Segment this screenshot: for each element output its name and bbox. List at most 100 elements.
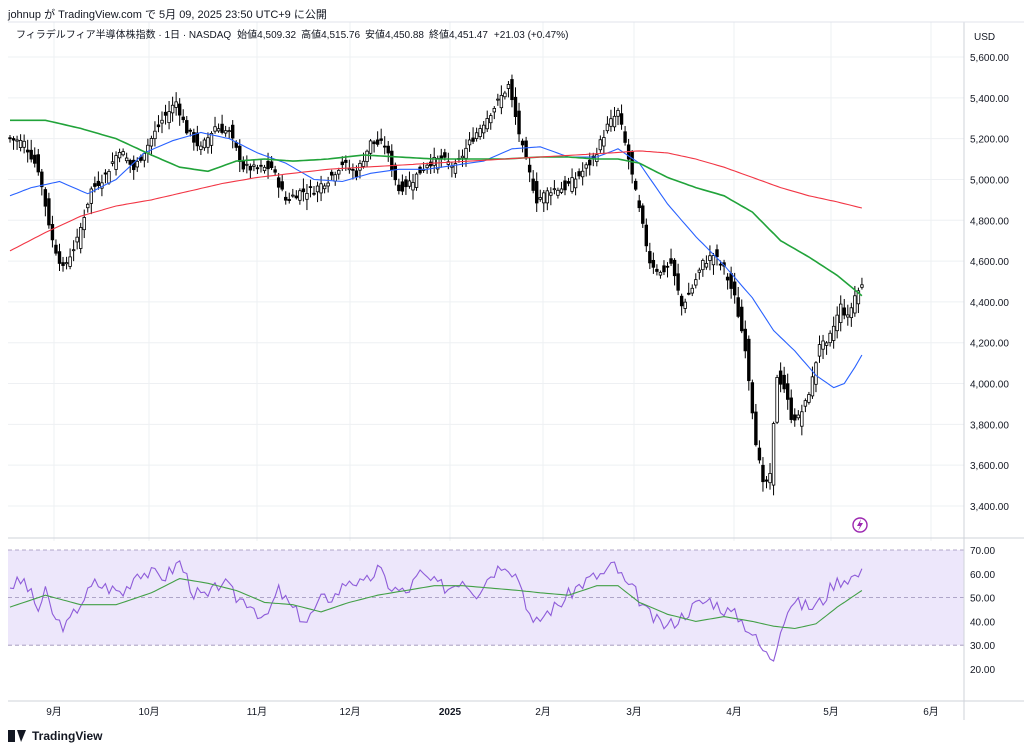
candle-body: [280, 181, 284, 190]
candle-body: [503, 92, 507, 98]
candle-body: [679, 295, 684, 307]
candle-body: [411, 182, 415, 191]
candle-body: [291, 194, 295, 197]
candle-body: [481, 124, 486, 134]
candle-body: [181, 116, 185, 121]
candle-body: [11, 138, 16, 141]
candle-body: [121, 151, 125, 156]
y-tick-label: 5,600.00: [970, 53, 1009, 64]
y-tick-label: 4,200.00: [970, 339, 1009, 350]
candle-body: [414, 173, 419, 188]
moving-averages: [9, 119, 863, 389]
candle-body: [860, 284, 864, 288]
candle-body: [354, 170, 359, 177]
candle-body: [520, 140, 525, 146]
candle-body: [358, 162, 362, 171]
candle-body: [231, 124, 235, 139]
rsi-grid: [8, 549, 964, 646]
candle-body: [206, 137, 210, 148]
candle-body: [347, 168, 352, 171]
candle-body: [538, 197, 542, 200]
candle-body: [697, 269, 702, 273]
candle-body: [287, 199, 291, 201]
candle-body: [584, 164, 588, 169]
candle-body: [33, 154, 37, 164]
candle-body: [644, 224, 648, 247]
candle-body: [853, 295, 857, 314]
candle-body: [687, 292, 691, 295]
tradingview-logo[interactable]: TradingView: [8, 729, 102, 743]
candle-body: [800, 411, 804, 427]
price-pane-bg: [8, 22, 964, 536]
y-tick-label: 3,800.00: [970, 420, 1009, 431]
rsi-pane[interactable]: [8, 541, 964, 701]
x-tick-label: 2025: [439, 707, 462, 718]
candle-body: [71, 249, 76, 252]
x-tick-label: 5月: [823, 706, 839, 718]
candle-body: [82, 217, 86, 231]
candle-body: [241, 160, 246, 170]
candle-body: [43, 189, 48, 207]
candle-body: [708, 255, 712, 261]
rsi-lines: [9, 560, 863, 662]
candle-body: [527, 164, 532, 173]
candle-body: [492, 108, 496, 113]
candle-body: [301, 188, 306, 193]
candle-body: [754, 411, 758, 446]
candle-body: [29, 149, 33, 160]
candle-body: [153, 130, 157, 140]
candle-body: [577, 171, 581, 177]
candle-body: [651, 259, 656, 268]
rsi-tick-label: 40.00: [970, 617, 995, 628]
x-tick-label: 10月: [138, 706, 159, 718]
candle-body: [192, 132, 196, 143]
brand-name: TradingView: [32, 729, 103, 743]
candle-body: [489, 115, 493, 124]
candle-body: [213, 126, 217, 132]
candle-body: [725, 276, 730, 281]
candle-body: [114, 155, 118, 170]
candle-body: [701, 260, 705, 271]
candle-body: [513, 96, 518, 117]
candle-body: [64, 262, 69, 265]
candle-body: [588, 159, 592, 166]
candle-body: [308, 186, 313, 188]
candle-body: [821, 340, 825, 350]
candle-body: [432, 157, 436, 166]
x-axis-ticks[interactable]: 9月 10月 11月 12月 2025 2月 3月 4月 5月 6月: [46, 706, 939, 718]
candle-body: [616, 110, 620, 117]
candle-body: [506, 84, 511, 89]
candle-body: [365, 150, 369, 162]
candle-body: [93, 183, 97, 187]
candle-body: [782, 374, 786, 390]
candle-body: [351, 168, 355, 171]
candles: [8, 74, 864, 496]
candle-body: [542, 192, 546, 204]
candle-body: [556, 189, 560, 196]
candle-body: [372, 141, 376, 145]
candle-body: [8, 137, 12, 140]
candle-body: [322, 185, 327, 190]
candle-body: [789, 397, 793, 420]
candle-body: [375, 139, 380, 145]
candle-body: [757, 447, 762, 461]
candle-body: [294, 195, 299, 199]
candle-body: [160, 119, 164, 124]
candle-body: [786, 383, 790, 400]
candle-body: [54, 244, 58, 254]
candle-body: [443, 152, 447, 158]
candle-body: [655, 268, 659, 272]
candle-body: [849, 307, 854, 319]
y-axis-ticks[interactable]: 3,400.00 3,600.00 3,800.00 4,000.00 4,200.00…: [970, 53, 1009, 513]
rsi-axis-ticks[interactable]: 20.00 30.00 40.00 50.00 60.00 70.00: [970, 546, 995, 676]
candle-body: [337, 169, 341, 175]
symbol-title: フィラデルフィア半導体株指数 · 1日 · NASDAQ 始値4,509.32 高値…: [16, 28, 568, 41]
candle-body: [793, 414, 797, 421]
lightning-icon[interactable]: [852, 517, 868, 533]
candle-body: [552, 188, 557, 191]
y-tick-label: 3,400.00: [970, 502, 1009, 513]
candle-body: [464, 147, 468, 159]
candle-body: [676, 273, 680, 291]
price-pane[interactable]: フィラデルフィア半導体株指数 · 1日 · NASDAQ 始値4,509.32 高値…: [8, 22, 964, 701]
candle-body: [732, 281, 737, 296]
